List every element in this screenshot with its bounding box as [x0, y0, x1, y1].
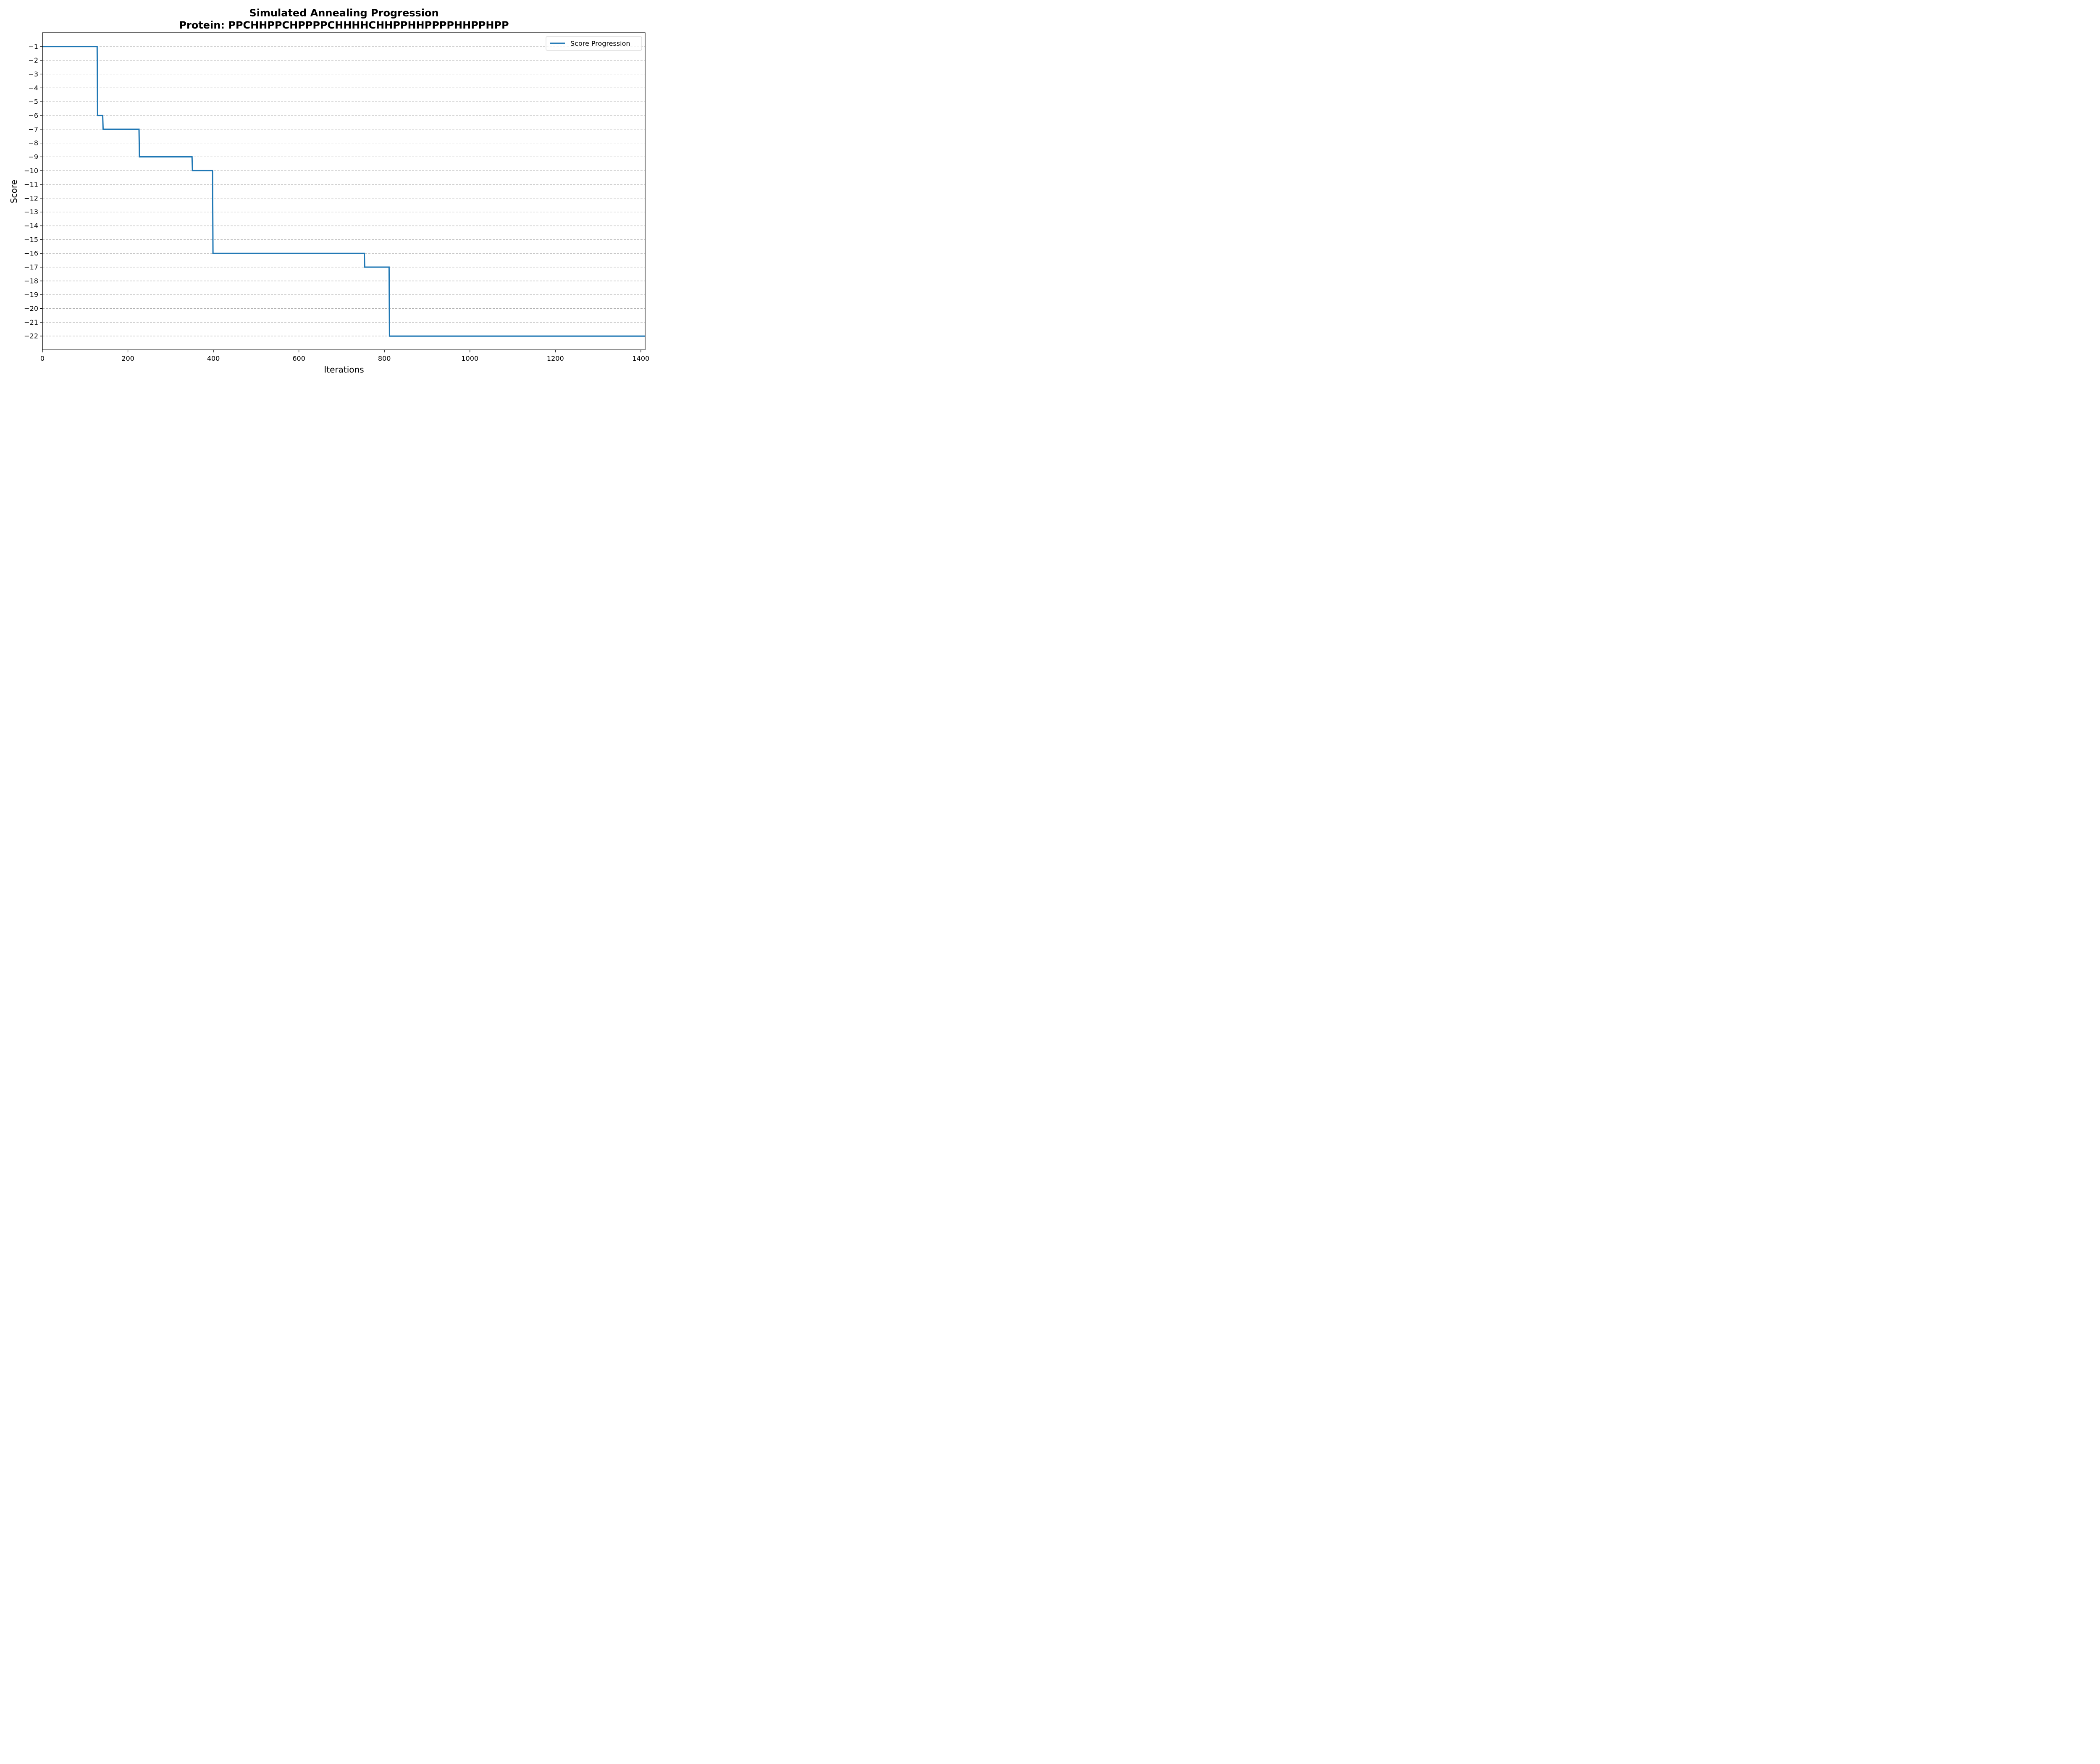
x-tick-label: 200: [121, 354, 134, 362]
y-tick-label: −10: [24, 167, 38, 175]
y-tick-label: −2: [28, 56, 38, 64]
grid-lines: [42, 46, 645, 336]
y-tick-label: −18: [24, 277, 38, 285]
y-tick-label: −8: [28, 139, 38, 147]
y-tick-label: −16: [24, 249, 38, 257]
x-axis-label: Iterations: [324, 365, 364, 375]
y-tick-label: −12: [24, 194, 38, 202]
y-tick-label: −14: [24, 222, 38, 230]
y-tick-label: −21: [24, 318, 38, 326]
y-tick-label: −6: [28, 111, 38, 119]
y-tick-label: −1: [28, 42, 38, 50]
y-tick-label: −11: [24, 181, 38, 189]
y-tick-label: −22: [24, 332, 38, 340]
x-tick-label: 400: [207, 354, 220, 362]
y-tick-label: −17: [24, 263, 38, 271]
x-tick-label: 1400: [632, 354, 649, 362]
y-tick-label: −4: [28, 84, 38, 92]
y-tick-label: −15: [24, 236, 38, 244]
legend-frame: [546, 36, 642, 51]
y-tick-label: −7: [28, 125, 38, 133]
x-tick-label: 1000: [461, 354, 478, 362]
x-axis: 0 200 400 600 800 1000 1200 1400: [40, 350, 649, 362]
y-tick-label: −20: [24, 304, 38, 312]
legend-label: Score Progression: [570, 39, 630, 47]
y-axis: −1 −2 −3 −4 −5 −6 −7 −8 −9 −10 −11 −12 −13 −14 −15 −16 −…: [24, 42, 42, 340]
y-axis-label: Score: [9, 180, 19, 203]
y-tick-label: −3: [28, 70, 38, 78]
x-tick-label: 800: [378, 354, 391, 362]
y-tick-label: −13: [24, 208, 38, 216]
x-tick-label: 0: [40, 354, 45, 362]
series-layer: [42, 46, 645, 337]
score-chart: Simulated Annealing Progression Protein:…: [9, 7, 649, 375]
x-tick-label: 600: [292, 354, 305, 362]
legend: Score Progression: [546, 36, 642, 51]
chart-subtitle: Protein: PPCHHPPCHPPPPCHHHHCHHPPHHPPPPHH…: [179, 19, 509, 31]
x-tick-label: 1200: [547, 354, 564, 362]
plot-frame: [42, 32, 646, 350]
y-tick-label: −5: [28, 98, 38, 106]
chart-title: Simulated Annealing Progression: [249, 7, 438, 19]
y-tick-label: −9: [28, 153, 38, 161]
series-line-score-progression: [42, 46, 645, 337]
y-tick-label: −19: [24, 291, 38, 299]
